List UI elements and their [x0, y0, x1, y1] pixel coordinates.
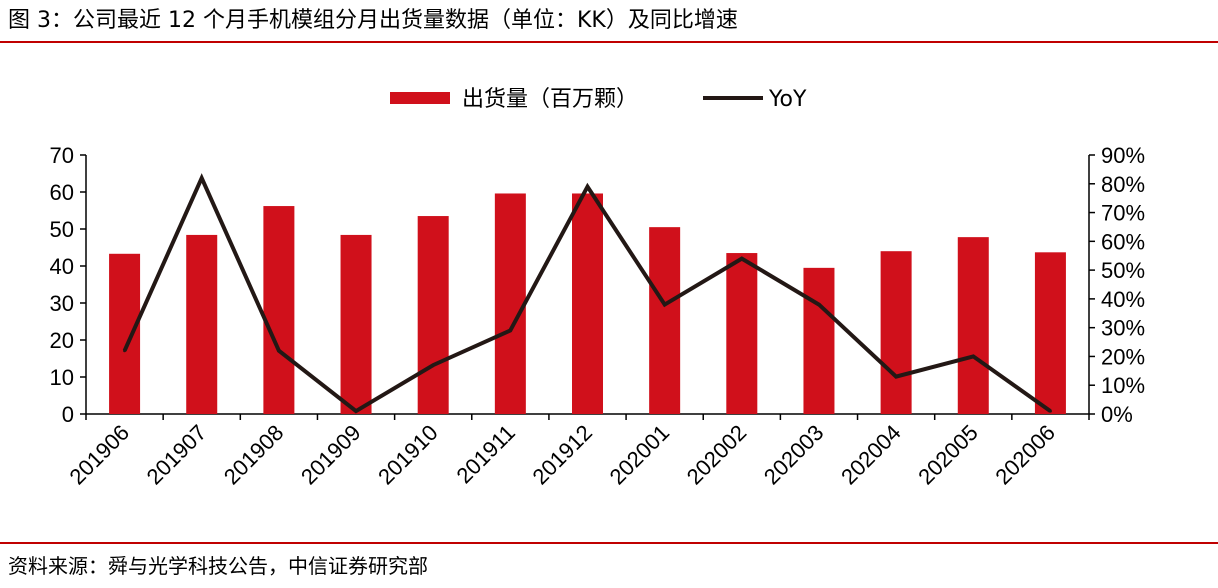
- yoy-point: [817, 303, 821, 307]
- legend-bar-swatch: [390, 92, 450, 104]
- bar: [186, 234, 218, 414]
- left-axis-tick-label: 40: [50, 254, 74, 279]
- x-tick-label: 202001: [605, 420, 675, 490]
- bar: [417, 216, 449, 414]
- right-axis-tick-label: 0%: [1101, 402, 1133, 427]
- yoy-point: [663, 303, 667, 307]
- bar: [957, 237, 989, 414]
- x-tick-label: 201906: [65, 420, 135, 490]
- left-axis-tick-label: 70: [50, 143, 74, 168]
- left-axis-tick-label: 20: [50, 328, 74, 353]
- legend-line-label: YoY: [768, 87, 807, 112]
- x-tick-label: 201909: [296, 420, 366, 490]
- yoy-series: [122, 173, 1052, 414]
- x-tick-label: 202005: [913, 420, 983, 490]
- right-axis-tick-label: 50%: [1101, 258, 1145, 283]
- x-tick-label: 201911: [451, 420, 519, 488]
- bar: [263, 206, 295, 414]
- bar: [572, 193, 603, 414]
- bar: [880, 251, 912, 414]
- yoy-point: [894, 375, 898, 379]
- yoy-point: [1048, 409, 1052, 413]
- left-axis-tick-label: 0: [62, 402, 74, 427]
- yoy-point: [123, 349, 127, 353]
- yoy-point: [586, 185, 589, 189]
- left-axis-tick-label: 60: [50, 180, 74, 205]
- bar: [726, 253, 758, 414]
- yoy-point: [431, 363, 435, 367]
- yoy-point: [508, 329, 512, 333]
- right-axis-tick-label: 30%: [1101, 316, 1145, 341]
- x-tick-label: 201910: [373, 420, 443, 490]
- x-tick-labels: 201906 201907 201908 201909 201910 201911 2019…: [65, 420, 1060, 490]
- x-tick-label: 202003: [759, 420, 829, 490]
- bar: [649, 227, 681, 414]
- bar-series: [109, 193, 1066, 414]
- yoy-point: [200, 176, 204, 180]
- legend: 出货量（百万颗） YoY: [390, 87, 807, 112]
- yoy-point: [277, 349, 281, 353]
- title-rule: [0, 41, 1218, 43]
- left-axis-tick-label: 10: [50, 365, 74, 390]
- right-axis-tick-label: 20%: [1101, 344, 1145, 369]
- right-axis-tick-label: 70%: [1101, 201, 1145, 226]
- bar: [803, 267, 835, 414]
- legend-bar-label: 出货量（百万颗）: [462, 87, 638, 112]
- x-tick-label: 201907: [142, 420, 212, 490]
- yoy-point: [354, 409, 358, 413]
- source-rule: [0, 542, 1218, 544]
- yoy-point: [740, 257, 744, 261]
- right-axis-tick-label: 90%: [1101, 143, 1145, 168]
- axes: 0 10 20 30 40 50 60 70 0% 10% 20% 30% 40% 50% 60% 70% 80…: [50, 143, 1146, 427]
- x-tick-label: 201912: [527, 420, 597, 490]
- x-tick-label: 202002: [682, 420, 752, 490]
- right-axis-tick-label: 80%: [1101, 172, 1145, 197]
- x-tick-label: 201908: [219, 420, 289, 490]
- bar: [1034, 252, 1066, 414]
- x-tick-label: 202004: [836, 420, 906, 490]
- bar: [109, 253, 141, 414]
- left-axis-tick-label: 50: [50, 217, 74, 242]
- source-note: 资料来源：舜与光学科技公告，中信证券研究部: [8, 554, 428, 578]
- bar: [494, 193, 526, 414]
- x-tick-label: 202006: [990, 420, 1060, 490]
- right-axis-tick-label: 40%: [1101, 287, 1145, 312]
- left-axis-tick-label: 30: [50, 291, 74, 316]
- yoy-point: [971, 354, 975, 358]
- bar: [340, 234, 372, 414]
- chart-title: 图 3：公司最近 12 个月手机模组分月出货量数据（单位：KK）及同比增速: [8, 8, 738, 33]
- right-axis-tick-label: 60%: [1101, 229, 1145, 254]
- right-axis-tick-label: 10%: [1101, 373, 1145, 398]
